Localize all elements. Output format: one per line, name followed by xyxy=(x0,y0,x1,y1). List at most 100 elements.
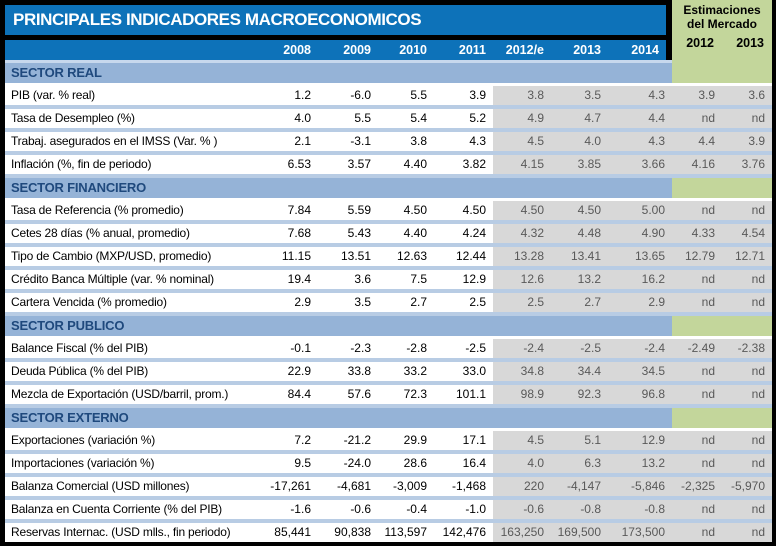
column-header-2011: 2011 xyxy=(458,43,486,57)
cell-value: 4.3 xyxy=(469,134,486,148)
cell-value: nd xyxy=(672,293,722,312)
cell-value: 7.68 xyxy=(287,226,311,240)
cell-value: 4.7 xyxy=(551,109,608,128)
estimates-column-header-2013: 2013 xyxy=(736,36,764,50)
row-label: Tasa de Referencia (% promedio) xyxy=(11,203,184,217)
cell-value: 101.1 xyxy=(455,387,486,401)
label-column-header-spacer xyxy=(5,40,270,60)
cell-value: 13.65 xyxy=(608,247,672,266)
cell-value: 4.9 xyxy=(493,109,551,128)
cell-value: -2.8 xyxy=(406,341,427,355)
cell-value: 3.66 xyxy=(608,155,672,174)
cell-value: 33.8 xyxy=(347,364,371,378)
cell-value: 4.15 xyxy=(493,155,551,174)
cell-value: 3.5 xyxy=(551,86,608,105)
market-estimates-header: Estimaciones del Mercado 2012 2013 xyxy=(672,0,772,60)
cell-value: 12.79 xyxy=(672,247,722,266)
cell-value: -21.2 xyxy=(343,433,371,447)
row-label: Balance Fiscal (% del PIB) xyxy=(11,341,148,355)
header-separator xyxy=(5,60,772,63)
cell-value: -5,846 xyxy=(608,477,672,496)
cell-value: nd xyxy=(672,431,722,450)
cell-value: 142,476 xyxy=(442,525,486,539)
cell-value: 13.2 xyxy=(608,454,672,473)
cell-value: nd xyxy=(722,109,772,128)
cell-value: -0.6 xyxy=(350,502,371,516)
cell-value: -0.8 xyxy=(551,500,608,519)
cell-value: 6.53 xyxy=(287,157,311,171)
page-title: PRINCIPALES INDICADORES MACROECONOMICOS xyxy=(5,5,672,40)
cell-value: -1.6 xyxy=(290,502,311,516)
cell-value: 3.9 xyxy=(672,86,722,105)
cell-value: -2.4 xyxy=(493,339,551,358)
cell-value: 13.41 xyxy=(551,247,608,266)
cell-value: 12.9 xyxy=(462,272,486,286)
cell-value: 98.9 xyxy=(493,385,551,404)
row-label: Tasa de Desempleo (%) xyxy=(11,111,135,125)
row-label: Tipo de Cambio (MXP/USD, promedio) xyxy=(11,249,212,263)
cell-value: -24.0 xyxy=(343,456,371,470)
cell-value: nd xyxy=(722,385,772,404)
cell-value: 34.5 xyxy=(608,362,672,381)
cell-value: -3,009 xyxy=(392,479,427,493)
cell-value: nd xyxy=(722,523,772,542)
table-row: Cetes 28 días (% anual, promedio) 7.68 5.4… xyxy=(5,224,772,247)
cell-value: 3.9 xyxy=(722,132,772,151)
section-header-green-cap xyxy=(672,408,772,428)
cell-value: nd xyxy=(672,523,722,542)
section-header: SECTOR PUBLICO xyxy=(5,316,772,339)
cell-value: 72.3 xyxy=(403,387,427,401)
cell-value: -1,468 xyxy=(451,479,486,493)
cell-value: 173,500 xyxy=(608,523,672,542)
cell-value: 5.5 xyxy=(354,111,371,125)
column-header-2013: 2013 xyxy=(573,43,601,57)
cell-value: 12.71 xyxy=(722,247,772,266)
cell-value: 2.7 xyxy=(410,295,427,309)
cell-value: 4.3 xyxy=(608,132,672,151)
cell-value: 12.44 xyxy=(455,249,486,263)
cell-value: 4.0 xyxy=(493,454,551,473)
row-label: Trabaj. asegurados en el IMSS (Var. % ) xyxy=(11,134,218,148)
section-header: SECTOR REAL xyxy=(5,63,772,86)
cell-value: 5.1 xyxy=(551,431,608,450)
table-row: Importaciones (variación %) 9.5 -24.0 28.6 1… xyxy=(5,454,772,477)
table-row: Tasa de Referencia (% promedio) 7.84 5.59 4… xyxy=(5,201,772,224)
market-estimates-title-line1: Estimaciones xyxy=(683,3,761,17)
cell-value: 2.5 xyxy=(493,293,551,312)
cell-value: 13.28 xyxy=(493,247,551,266)
cell-value: 3.57 xyxy=(347,157,371,171)
cell-value: 13.51 xyxy=(340,249,371,263)
table-row: Deuda Pública (% del PIB) 22.9 33.8 33.2 33.… xyxy=(5,362,772,385)
section-header: SECTOR FINANCIERO xyxy=(5,178,772,201)
cell-value: 4.50 xyxy=(551,201,608,220)
row-label: Balanza Comercial (USD millones) xyxy=(11,479,190,493)
cell-value: nd xyxy=(672,109,722,128)
cell-value: nd xyxy=(722,270,772,289)
cell-value: 3.5 xyxy=(354,295,371,309)
row-label: Importaciones (variación %) xyxy=(11,456,155,470)
section-header-label: SECTOR EXTERNO xyxy=(5,408,672,428)
cell-value: 3.8 xyxy=(410,134,427,148)
cell-value: 4.5 xyxy=(493,431,551,450)
column-header-2008: 2008 xyxy=(283,43,311,57)
cell-value: 6.3 xyxy=(551,454,608,473)
table-row: Tasa de Desempleo (%) 4.0 5.5 5.4 5.2 4.9 4.7 4… xyxy=(5,109,772,132)
cell-value: 12.63 xyxy=(396,249,427,263)
cell-value: 4.50 xyxy=(403,203,427,217)
section-header-green-cap xyxy=(672,63,772,83)
cell-value: 4.3 xyxy=(608,86,672,105)
cell-value: 4.0 xyxy=(551,132,608,151)
cell-value: -2.5 xyxy=(465,341,486,355)
cell-value: 4.90 xyxy=(608,224,672,243)
row-label: PIB (var. % real) xyxy=(11,88,95,102)
table-header-area: PRINCIPALES INDICADORES MACROECONOMICOS … xyxy=(5,0,772,60)
cell-value: 11.15 xyxy=(281,249,311,263)
cell-value: nd xyxy=(672,385,722,404)
cell-value: -0.8 xyxy=(608,500,672,519)
cell-value: -1.0 xyxy=(465,502,486,516)
cell-value: 12.6 xyxy=(493,270,551,289)
cell-value: 7.2 xyxy=(294,433,311,447)
cell-value: 3.6 xyxy=(354,272,371,286)
cell-value: 34.8 xyxy=(493,362,551,381)
